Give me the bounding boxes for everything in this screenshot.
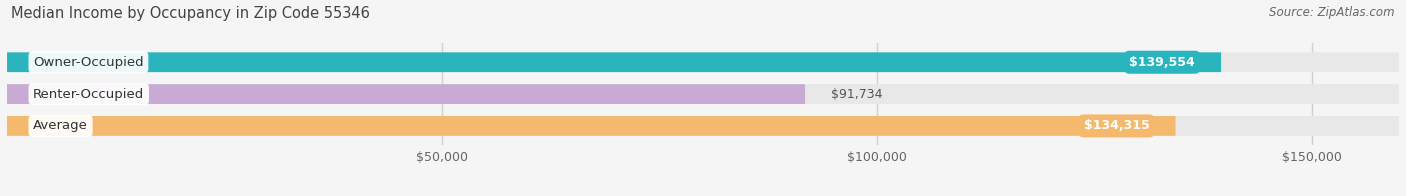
Text: $91,734: $91,734: [831, 88, 883, 101]
Text: Owner-Occupied: Owner-Occupied: [34, 56, 143, 69]
Text: $139,554: $139,554: [1129, 56, 1195, 69]
Text: $134,315: $134,315: [1084, 119, 1150, 132]
Text: Renter-Occupied: Renter-Occupied: [34, 88, 145, 101]
Text: Source: ZipAtlas.com: Source: ZipAtlas.com: [1270, 6, 1395, 19]
FancyBboxPatch shape: [7, 52, 1399, 72]
Text: Median Income by Occupancy in Zip Code 55346: Median Income by Occupancy in Zip Code 5…: [11, 6, 370, 21]
FancyBboxPatch shape: [7, 116, 1175, 136]
FancyBboxPatch shape: [7, 116, 1399, 136]
FancyBboxPatch shape: [7, 84, 1399, 104]
Text: Average: Average: [34, 119, 89, 132]
FancyBboxPatch shape: [7, 84, 806, 104]
FancyBboxPatch shape: [7, 52, 1220, 72]
